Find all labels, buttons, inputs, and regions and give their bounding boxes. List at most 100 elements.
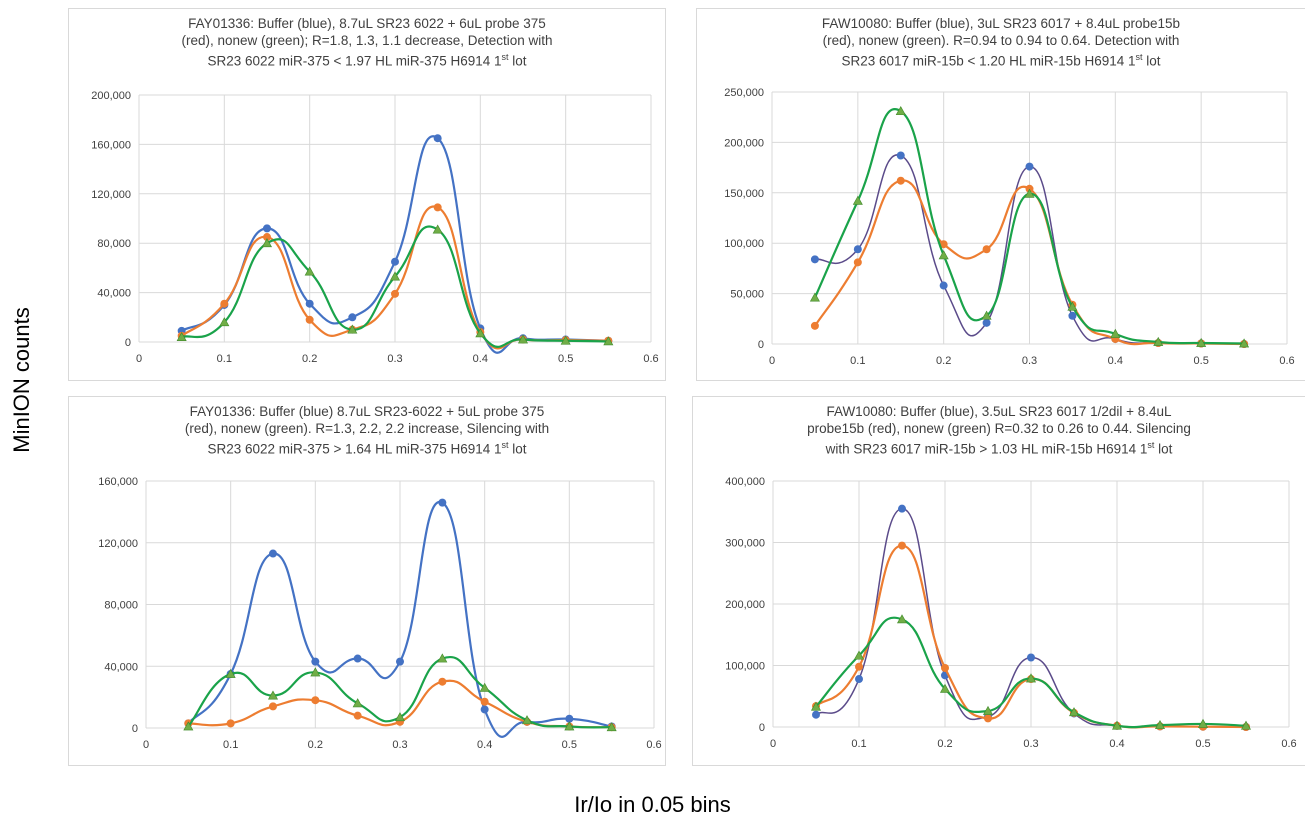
data-point-circle: [226, 719, 235, 728]
data-point-circle: [396, 657, 404, 666]
y-tick-label: 50,000: [730, 289, 764, 301]
title-line: with SR23 6017 miR-15b > 1.03 HL miR-15b…: [825, 441, 1148, 457]
chart-plot: 0 40,000 80,000 120,000 160,000 0 0.1 0.2 0.3 0.4…: [98, 476, 661, 751]
data-point-triangle: [809, 292, 820, 302]
y-tick-label: 200,000: [91, 90, 131, 102]
data-point-circle: [263, 233, 271, 242]
data-point-circle: [391, 289, 399, 298]
data-point-triangle: [479, 682, 490, 692]
title-line: SR23 6017 miR-15b < 1.20 HL miR-15b H691…: [841, 53, 1136, 69]
data-point-circle: [433, 134, 442, 143]
chart-panel-4: FAW10080: Buffer (blue), 3.5uL SR23 6017…: [692, 396, 1305, 766]
y-tick-label: 40,000: [97, 288, 131, 300]
data-point-triangle: [1025, 673, 1037, 683]
x-tick-label: 0.5: [558, 353, 573, 365]
x-tick-label: 0.4: [1109, 738, 1124, 750]
chart-plot: 0 50,000 100,000 150,000 200,000 250,000 0 0.1 0…: [724, 87, 1294, 367]
title-superscript: st: [1147, 440, 1155, 450]
chart-plot: 0 40,000 80,000 120,000 160,000 200,000 0 0.1 0.…: [91, 90, 658, 365]
data-point-circle: [810, 321, 819, 330]
series-line: [187, 500, 612, 738]
data-point-triangle: [521, 715, 533, 725]
y-tick-label: 400,000: [725, 476, 765, 488]
data-point-circle: [438, 498, 447, 507]
data-point-circle: [898, 504, 906, 513]
data-point-triangle: [853, 650, 865, 660]
data-point-triangle: [1196, 337, 1207, 347]
data-point-triangle: [1153, 336, 1164, 346]
data-point-circle: [565, 714, 574, 723]
data-point-circle: [984, 714, 992, 723]
data-point-circle: [982, 245, 991, 254]
chart-title: FAW10080: Buffer (blue), 3uL SR23 6017 +…: [697, 15, 1305, 70]
data-point-circle: [855, 662, 863, 671]
data-point-circle: [353, 654, 362, 663]
y-tick-label: 80,000: [97, 238, 131, 250]
y-tick-label: 0: [125, 337, 131, 349]
data-point-circle: [939, 240, 948, 249]
chart-panel-2: FAW10080: Buffer (blue), 3uL SR23 6017 +…: [696, 8, 1305, 381]
data-point-circle: [305, 315, 314, 324]
x-tick-label: 0.6: [643, 353, 658, 365]
title-line: FAY01336: Buffer (blue), 8.7uL SR23 6022…: [188, 16, 546, 31]
title-line: SR23 6022 miR-375 < 1.97 HL miR-375 H691…: [207, 53, 502, 69]
y-tick-label: 80,000: [104, 600, 138, 612]
title-line: lot: [1154, 441, 1173, 457]
data-point-circle: [939, 281, 948, 290]
title-superscript: st: [501, 52, 509, 62]
data-point-circle: [812, 710, 820, 719]
data-point-triangle: [1110, 328, 1121, 338]
y-tick-label: 250,000: [724, 87, 764, 99]
title-line: FAW10080: Buffer (blue), 3uL SR23 6017 +…: [821, 16, 1181, 31]
data-point-circle: [896, 176, 905, 185]
data-point-circle: [982, 318, 991, 327]
chart-plot: 0 100,000 200,000 300,000 400,000 0 0.1 0.2 0.3 0…: [725, 476, 1296, 750]
data-point-circle: [311, 696, 320, 705]
x-tick-label: 0.5: [562, 739, 577, 751]
x-tick-label: 0: [143, 739, 149, 751]
data-point-triangle: [176, 331, 187, 341]
data-point-circle: [220, 299, 229, 308]
data-point-circle: [433, 203, 442, 212]
data-point-circle: [1025, 162, 1034, 171]
title-line: SR23 6022 miR-375 > 1.64 HL miR-375 H691…: [207, 441, 502, 457]
x-tick-label: 0.3: [1022, 355, 1037, 367]
title-superscript: st: [1135, 52, 1143, 62]
data-point-circle: [855, 675, 863, 684]
data-point-triangle: [310, 667, 321, 677]
x-tick-label: 0.2: [936, 355, 951, 367]
data-point-triangle: [304, 266, 315, 276]
x-tick-label: 0.6: [1281, 738, 1296, 750]
x-tick-label: 0.4: [473, 353, 488, 365]
data-point-circle: [391, 257, 399, 266]
data-point-triangle: [225, 668, 236, 678]
title-line: FAW10080: Buffer (blue), 3.5uL SR23 6017…: [826, 404, 1172, 419]
y-tick-label: 40,000: [104, 661, 138, 673]
data-point-triangle: [852, 195, 863, 205]
data-point-triangle: [261, 238, 273, 248]
y-axis-label: MinION counts: [2, 307, 34, 453]
x-tick-label: 0.3: [387, 353, 402, 365]
y-tick-label: 120,000: [91, 189, 131, 201]
data-point-circle: [269, 702, 277, 711]
data-point-triangle: [1239, 338, 1250, 348]
chart-title: FAY01336: Buffer (blue) 8.7uL SR23-6022 …: [69, 403, 665, 458]
y-tick-label: 0: [132, 723, 138, 735]
data-point-circle: [305, 299, 314, 308]
title-line: lot: [1142, 53, 1161, 69]
data-point-circle: [853, 245, 862, 254]
x-tick-label: 0.5: [1195, 738, 1210, 750]
title-line: (red), nonew (green). R=1.3, 2.2, 2.2 in…: [184, 421, 550, 436]
x-tick-label: 0: [770, 738, 776, 750]
y-axis-label-text: MinION counts: [9, 307, 34, 453]
data-point-circle: [896, 151, 905, 160]
data-point-triangle: [896, 614, 908, 624]
data-point-triangle: [437, 653, 448, 663]
data-point-circle: [353, 711, 362, 720]
y-tick-label: 100,000: [725, 661, 765, 673]
data-point-circle: [269, 549, 277, 558]
y-tick-label: 0: [759, 722, 765, 734]
x-tick-label: 0.1: [851, 738, 866, 750]
title-line: lot: [508, 53, 527, 69]
x-tick-label: 0.2: [937, 738, 952, 750]
